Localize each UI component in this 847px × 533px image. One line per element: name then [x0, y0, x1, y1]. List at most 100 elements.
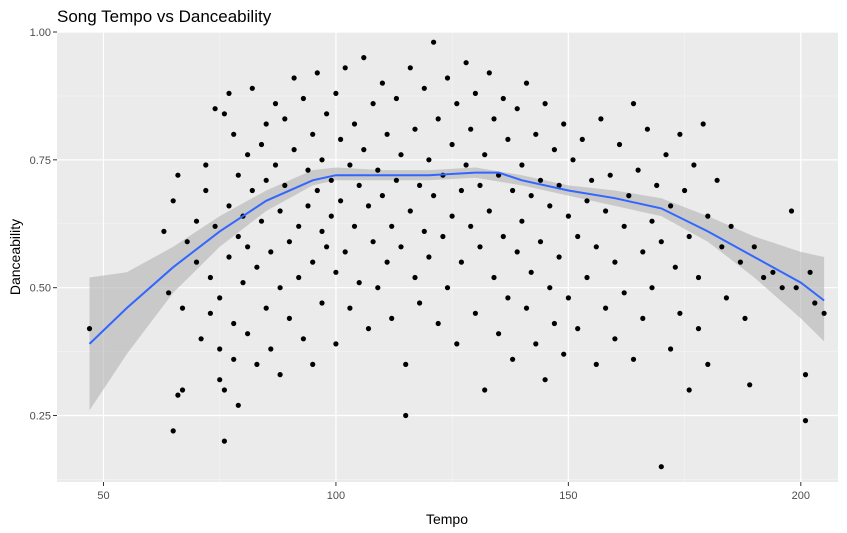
data-point-135 — [458, 259, 464, 265]
data-point-224 — [700, 121, 706, 127]
data-point-188 — [589, 177, 595, 183]
data-point-139 — [468, 223, 474, 229]
data-point-68 — [310, 259, 316, 265]
x-axis-title: Tempo — [426, 511, 468, 527]
data-point-71 — [314, 187, 320, 194]
x-tick-label-2: 150 — [559, 490, 577, 502]
data-point-84 — [342, 65, 348, 71]
data-point-2 — [166, 290, 172, 296]
data-point-120 — [426, 157, 432, 163]
data-point-55 — [282, 116, 288, 122]
data-point-130 — [449, 141, 455, 148]
data-point-160 — [519, 162, 525, 168]
data-point-4 — [170, 428, 176, 434]
data-point-197 — [616, 141, 623, 148]
data-point-196 — [612, 336, 618, 342]
data-point-14 — [203, 162, 209, 168]
data-point-50 — [272, 101, 279, 107]
data-point-192 — [603, 208, 609, 214]
data-point-187 — [584, 274, 590, 281]
data-point-1 — [161, 228, 167, 234]
data-point-161 — [519, 218, 525, 224]
data-point-172 — [547, 203, 553, 209]
data-point-51 — [272, 162, 279, 168]
data-point-59 — [291, 75, 297, 81]
data-point-152 — [500, 95, 506, 102]
data-point-209 — [654, 182, 660, 188]
data-point-136 — [463, 60, 469, 66]
data-point-116 — [417, 182, 423, 188]
data-point-91 — [356, 280, 362, 286]
data-point-131 — [449, 213, 455, 219]
data-point-77 — [328, 177, 334, 183]
data-point-176 — [556, 182, 562, 188]
data-point-171 — [542, 377, 548, 383]
data-point-210 — [658, 239, 664, 245]
data-point-132 — [454, 101, 460, 107]
data-point-169 — [537, 239, 544, 245]
data-point-110 — [403, 412, 409, 419]
y-tick-label-2: 0.75 — [30, 155, 51, 167]
data-point-112 — [407, 65, 413, 71]
data-point-108 — [398, 152, 404, 158]
data-point-180 — [565, 213, 572, 219]
data-point-138 — [468, 126, 474, 132]
data-point-64 — [300, 95, 306, 102]
data-point-107 — [393, 177, 399, 183]
data-point-153 — [500, 233, 506, 240]
data-point-109 — [398, 244, 404, 250]
data-point-27 — [226, 254, 232, 260]
data-point-78 — [328, 213, 334, 219]
data-point-198 — [621, 223, 627, 229]
data-point-184 — [575, 326, 581, 332]
data-point-228 — [719, 244, 725, 250]
data-point-149 — [491, 274, 497, 281]
data-point-137 — [463, 162, 469, 168]
data-point-158 — [514, 106, 520, 112]
data-point-167 — [533, 341, 539, 347]
data-point-190 — [593, 361, 599, 367]
data-point-13 — [203, 187, 209, 194]
data-point-115 — [412, 274, 418, 281]
data-point-15 — [207, 274, 213, 281]
data-point-127 — [440, 233, 446, 240]
data-point-238 — [788, 208, 795, 214]
data-point-62 — [296, 274, 302, 281]
data-point-177 — [556, 254, 562, 260]
data-point-24 — [221, 387, 227, 393]
data-point-90 — [356, 182, 362, 188]
data-point-7 — [179, 387, 186, 393]
y-axis: 0.25 0.50 0.75 1.00 — [30, 27, 57, 423]
data-point-5 — [175, 172, 181, 178]
data-point-0 — [86, 326, 93, 332]
data-point-232 — [742, 315, 748, 321]
data-point-98 — [375, 167, 381, 173]
data-point-117 — [417, 300, 423, 306]
data-point-244 — [821, 310, 827, 316]
data-point-213 — [668, 203, 674, 209]
data-point-12 — [198, 336, 204, 342]
data-point-193 — [603, 305, 609, 311]
data-point-203 — [635, 167, 641, 173]
data-point-207 — [649, 218, 655, 224]
data-point-199 — [621, 290, 627, 296]
data-point-11 — [193, 259, 200, 265]
data-point-214 — [668, 346, 674, 352]
data-point-185 — [579, 136, 585, 142]
data-point-43 — [258, 141, 265, 148]
data-point-119 — [421, 228, 427, 234]
data-point-165 — [528, 269, 534, 275]
data-point-163 — [523, 305, 530, 311]
data-point-32 — [235, 233, 241, 240]
smooth-trend-line — [88, 171, 825, 345]
data-point-111 — [403, 361, 409, 367]
data-point-104 — [389, 223, 395, 229]
data-point-202 — [630, 356, 637, 362]
data-point-223 — [695, 326, 702, 332]
data-point-8 — [179, 305, 186, 311]
data-point-29 — [231, 320, 237, 327]
data-point-106 — [393, 95, 399, 102]
data-point-53 — [277, 285, 283, 291]
data-point-9 — [184, 239, 190, 245]
